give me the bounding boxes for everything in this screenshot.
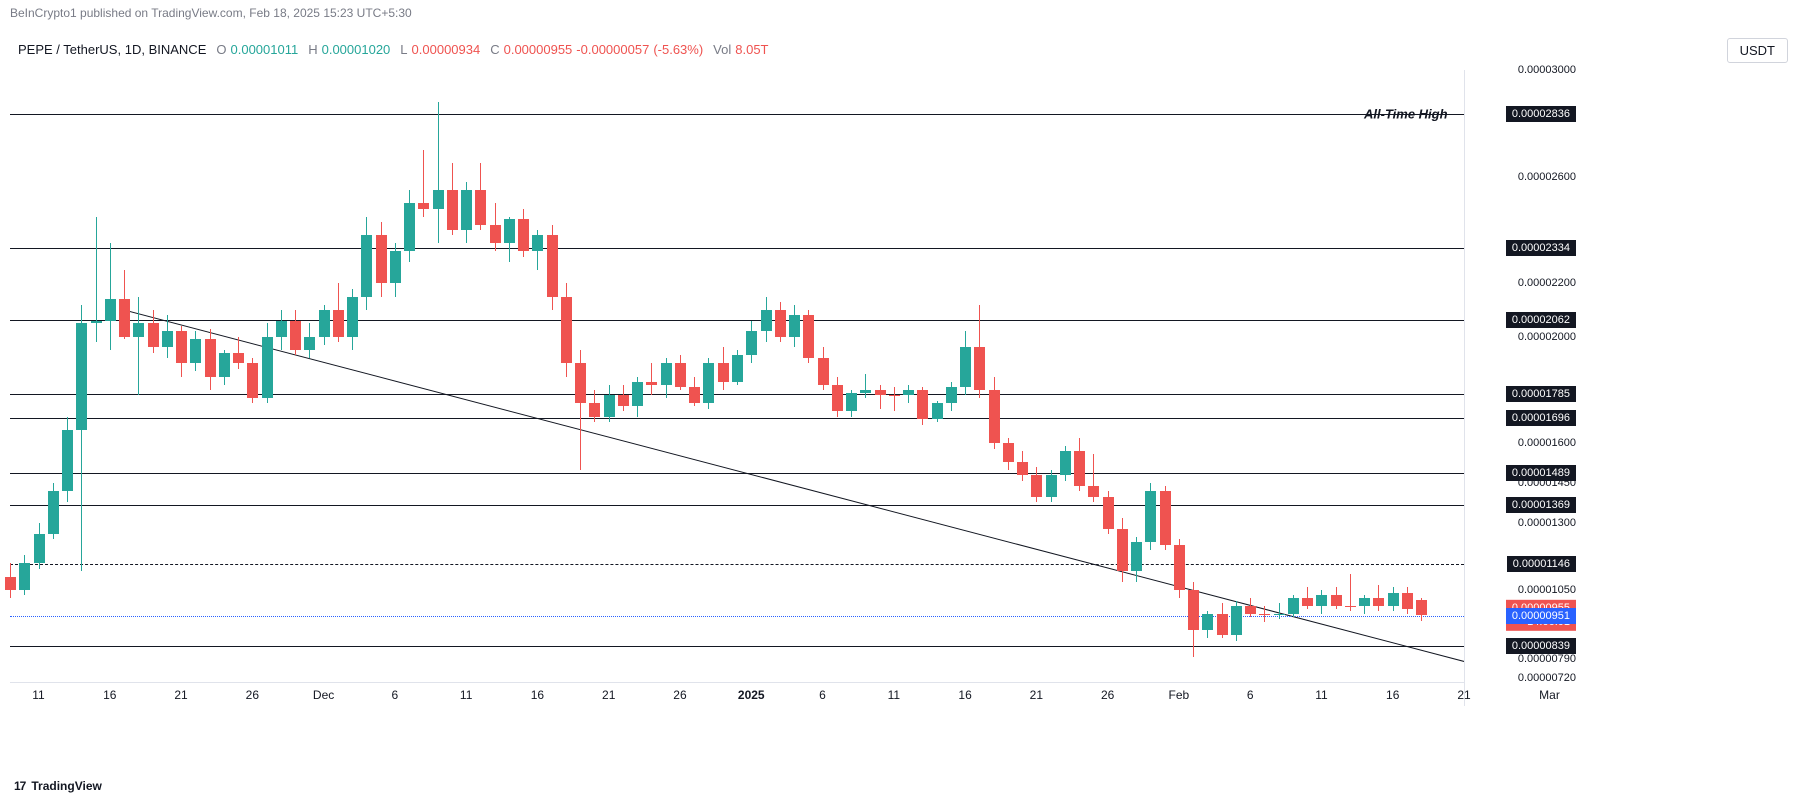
chart-container: BeInCrypto1 published on TradingView.com…: [0, 0, 1804, 803]
time-tick: 21: [174, 688, 187, 702]
level-line: [10, 505, 1464, 506]
price-level-tag: 0.00001489: [1506, 465, 1576, 481]
price-level-tag: 0.00001146: [1507, 556, 1576, 572]
price-tick: 0.00002600: [1518, 171, 1576, 183]
price-tick: 0.00000790: [1518, 653, 1576, 665]
time-tick: 11: [1315, 688, 1327, 702]
price-axis[interactable]: 0.000030000.000026000.000022000.00002000…: [1466, 70, 1796, 678]
l-label: L: [400, 42, 407, 57]
price-level-tag: 0.00002062: [1506, 312, 1576, 328]
h-value: 0.00001020: [322, 42, 391, 57]
level-line: [10, 114, 1464, 115]
level-line: [10, 564, 1464, 565]
level-line: [10, 248, 1464, 249]
time-tick: 16: [103, 688, 116, 702]
time-tick: 26: [673, 688, 686, 702]
time-tick: 11: [32, 688, 44, 702]
ath-label: All-Time High: [1364, 106, 1448, 121]
time-tick: 21: [602, 688, 615, 702]
time-tick: 21: [1030, 688, 1043, 702]
c-label: C: [490, 42, 499, 57]
time-tick: 2025: [738, 688, 765, 702]
price-tick: 0.00001050: [1518, 584, 1576, 596]
price-level-tag: 0.00002334: [1506, 240, 1576, 256]
tv-name: TradingView: [31, 779, 101, 793]
price-level-tag: 0.00001785: [1506, 386, 1576, 402]
tradingview-footer: 17 TradingView: [14, 779, 102, 793]
level-line: [10, 418, 1464, 419]
ohlc-bar: PEPE / TetherUS, 1D, BINANCE O 0.00001011…: [18, 42, 769, 57]
current-price-line: [10, 616, 1464, 617]
price-level-tag: 0.00001369: [1506, 497, 1576, 513]
time-axis[interactable]: 11 16 21 26 Dec 6 11 16 21 26 2025 6 11 16 21 26 Feb 6 11 1…: [10, 682, 1464, 706]
price-tick: 0.00000720: [1518, 672, 1576, 684]
price-tick: 0.00001300: [1518, 517, 1576, 529]
time-tick: Feb: [1169, 688, 1190, 702]
time-tick: 16: [958, 688, 971, 702]
time-tick: 6: [392, 688, 399, 702]
price-level-tag: 0.00000839: [1506, 638, 1576, 654]
price-tick: 0.00001600: [1518, 437, 1576, 449]
time-tick: 6: [1247, 688, 1254, 702]
o-value: 0.00001011: [231, 42, 299, 57]
o-label: O: [216, 42, 226, 57]
price-blue-tag: 0.00000951: [1506, 608, 1576, 624]
price-level-tag: 0.00001696: [1506, 410, 1576, 426]
price-tick: 0.00003000: [1518, 64, 1576, 76]
time-tick: 26: [1101, 688, 1114, 702]
price-level-tag: 0.00002836: [1506, 106, 1576, 122]
price-tick: 0.00002200: [1518, 277, 1576, 289]
level-line: [10, 320, 1464, 321]
level-line: [10, 394, 1464, 395]
time-tick: Dec: [313, 688, 334, 702]
time-tick: 11: [888, 688, 900, 702]
level-line: [10, 473, 1464, 474]
c-value: 0.00000955: [504, 42, 573, 57]
time-tick: 6: [819, 688, 826, 702]
time-tick: 16: [531, 688, 544, 702]
time-tick: Mar: [1539, 688, 1560, 702]
vol-value: 8.05T: [735, 42, 768, 57]
symbol-pair: PEPE / TetherUS, 1D, BINANCE: [18, 42, 206, 57]
h-label: H: [308, 42, 317, 57]
time-tick: 16: [1386, 688, 1399, 702]
pct-value: (-5.63%): [653, 42, 703, 57]
time-tick: 26: [246, 688, 259, 702]
time-tick: 11: [460, 688, 472, 702]
price-tick: 0.00002000: [1518, 331, 1576, 343]
chart-pane[interactable]: All-Time High: [10, 70, 1464, 678]
time-tick: 21: [1457, 688, 1470, 702]
vol-label: Vol: [713, 42, 731, 57]
tv-logo-icon: 17: [14, 779, 25, 793]
chg-value: -0.00000057: [576, 42, 649, 57]
currency-select[interactable]: USDT: [1727, 38, 1788, 63]
l-value: 0.00000934: [412, 42, 481, 57]
axis-border: [1464, 70, 1465, 706]
level-line: [10, 646, 1464, 647]
publish-info: BeInCrypto1 published on TradingView.com…: [10, 6, 412, 20]
